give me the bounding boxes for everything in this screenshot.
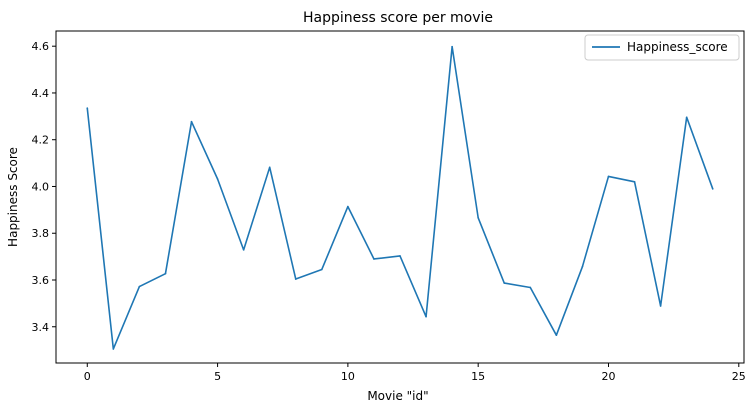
- data-point: [190, 120, 193, 123]
- data-point: [607, 175, 610, 178]
- x-tick-label: 5: [214, 370, 221, 383]
- data-point: [659, 305, 662, 307]
- data-point: [216, 178, 219, 180]
- data-point: [503, 282, 506, 284]
- y-tick-label: 3.4: [32, 321, 50, 334]
- chart-title: Happiness score per movie: [303, 10, 493, 26]
- data-point: [633, 181, 636, 183]
- x-tick-label: 25: [732, 370, 746, 383]
- y-tick-label: 4.2: [32, 134, 50, 147]
- data-point: [373, 258, 375, 260]
- y-tick-label: 4.6: [32, 40, 50, 53]
- series-points: [86, 45, 714, 350]
- y-tick-label: 3.6: [32, 274, 50, 287]
- data-point: [399, 255, 401, 257]
- data-point: [347, 205, 349, 208]
- legend-box: [584, 34, 740, 61]
- y-axis-ticks: 3.4 3.6 3.8 4.0 4.2 4.4 4.6: [32, 40, 56, 334]
- data-point: [555, 334, 558, 336]
- data-point: [268, 166, 271, 169]
- y-axis-label: Happiness Score: [6, 147, 20, 247]
- data-point: [477, 217, 479, 219]
- x-tick-label: 20: [601, 370, 615, 383]
- data-point: [685, 116, 688, 119]
- data-point: [138, 285, 141, 288]
- x-tick-label: 15: [471, 370, 485, 383]
- legend-series-name: Happiness_score: [627, 40, 728, 54]
- y-tick-label: 4.4: [32, 87, 50, 100]
- data-point: [321, 268, 323, 271]
- data-point: [711, 188, 714, 190]
- happiness-score-line: [86, 45, 714, 350]
- data-point: [425, 315, 427, 318]
- plot-area-frame: [55, 30, 745, 364]
- data-point: [86, 107, 89, 109]
- x-tick-label: 0: [84, 370, 91, 383]
- y-tick-label: 3.8: [32, 227, 50, 240]
- legend: Happiness_score: [584, 34, 740, 61]
- x-tick-label: 10: [341, 370, 355, 383]
- data-point: [164, 272, 167, 275]
- data-point: [581, 265, 584, 268]
- x-axis-ticks: 0 5 10 15 20 25: [84, 363, 746, 383]
- y-tick-label: 4.0: [32, 180, 50, 193]
- x-axis-label: Movie "id": [367, 389, 428, 403]
- data-point: [242, 249, 245, 251]
- data-point: [529, 286, 532, 289]
- data-point: [451, 45, 453, 48]
- data-point: [112, 348, 115, 350]
- data-point: [294, 278, 297, 280]
